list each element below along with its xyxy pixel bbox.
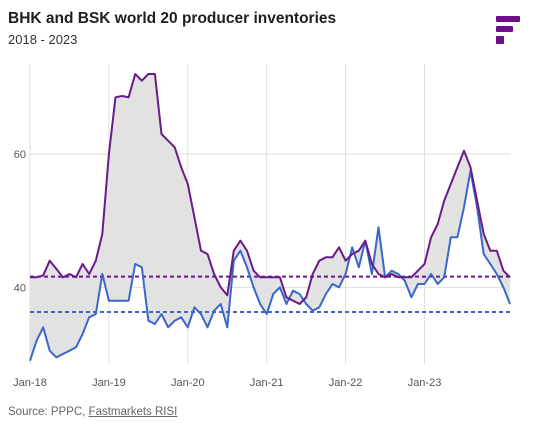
- y-tick-label: 40: [14, 282, 26, 294]
- source-note: Source: PPPC, Fastmarkets RISI: [8, 406, 177, 418]
- chart-subtitle: 2018 - 2023: [8, 32, 78, 47]
- chart-title: BHK and BSK world 20 producer inventorie…: [8, 10, 337, 27]
- y-tick-label: 60: [14, 149, 26, 161]
- series-1-line: [30, 73, 511, 305]
- logo-bar-top: [496, 16, 520, 22]
- logo-bar-middle: [496, 26, 513, 32]
- source-prefix: Source: PPPC,: [8, 406, 89, 418]
- x-tick-label: Jan-18: [13, 377, 47, 389]
- logo-bar-bottom: [496, 36, 504, 44]
- series-gap-area: [30, 74, 510, 361]
- x-tick-label: Jan-23: [408, 377, 442, 389]
- fastmarkets-logo-icon: [496, 16, 520, 44]
- x-tick-label: Jan-19: [92, 377, 126, 389]
- series-2-line: [29, 169, 511, 362]
- x-tick-label: Jan-20: [171, 377, 205, 389]
- x-tick-label: Jan-21: [250, 377, 284, 389]
- inventories-line-chart: 40 60 Jan-18 Jan-19 Jan-20 Jan-21 Jan-22 Jan-23: [13, 64, 511, 389]
- source-link[interactable]: Fastmarkets RISI: [88, 406, 178, 418]
- x-tick-label: Jan-22: [329, 377, 363, 389]
